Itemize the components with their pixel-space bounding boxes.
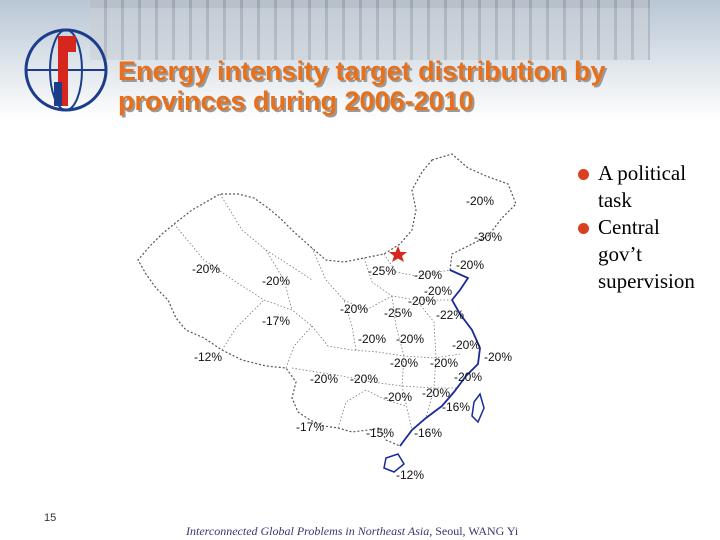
slide-number: 15: [44, 512, 57, 524]
map-label: -20%: [340, 302, 369, 316]
china-map-outline: [137, 153, 517, 473]
bullet-dot-icon: [578, 223, 589, 234]
map-label: -12%: [396, 468, 425, 482]
map-label: -12%: [194, 350, 223, 364]
map-label: -20%: [384, 390, 413, 404]
map-label: -20%: [454, 370, 483, 384]
footer-text: Interconnected Global Problems in Northe…: [186, 524, 518, 539]
bullet-text: Central: [598, 215, 660, 239]
map-label: -20%: [408, 294, 437, 308]
bullet-text: supervision: [598, 269, 695, 293]
bullet-item: A political task: [578, 160, 718, 214]
map-label: -20%: [456, 258, 485, 272]
map-label: -20%: [262, 274, 291, 288]
bullet-text: task: [598, 188, 632, 212]
map-label: -20%: [350, 372, 379, 386]
map-label: -20%: [192, 262, 221, 276]
title-line-2: provinces during 2006-2010: [118, 86, 474, 116]
map-label: -20%: [422, 386, 451, 400]
bullet-list: A political task Central gov’t supervisi…: [578, 160, 718, 295]
map-label: -15%: [366, 426, 395, 440]
map-label: -17%: [296, 420, 325, 434]
map-label: -17%: [262, 314, 291, 328]
header-banner: [0, 0, 720, 120]
map-label: -30%: [474, 230, 503, 244]
map-label: -20%: [430, 356, 459, 370]
footer-italic: Interconnected Global Problems in Northe…: [186, 524, 433, 538]
map-label: -22%: [436, 308, 465, 322]
map-label: -20%: [358, 332, 387, 346]
map-label: -16%: [442, 400, 471, 414]
map-label: -20%: [484, 350, 513, 364]
slide-title: Energy intensity target distribution by …: [118, 56, 606, 116]
map-label: -20%: [466, 194, 495, 208]
map-label: -20%: [452, 338, 481, 352]
institute-logo-icon: [24, 28, 108, 112]
map-label: -20%: [390, 356, 419, 370]
map-label: -20%: [414, 268, 443, 282]
map-label: -20%: [424, 284, 453, 298]
map-label: -20%: [396, 332, 425, 346]
map-label: -25%: [384, 306, 413, 320]
building-photo: [90, 0, 650, 60]
map-label: -20%: [310, 372, 339, 386]
map-label: -25%: [368, 264, 397, 278]
map-label: -16%: [414, 426, 443, 440]
footer-plain: Seoul, WANG Yi: [432, 524, 519, 538]
capital-star-icon: [389, 246, 407, 262]
bullet-dot-icon: [578, 169, 589, 180]
bullet-item: Central gov’t supervision: [578, 214, 718, 295]
bullet-text: A political: [598, 161, 687, 185]
china-map: -20% -30% -20% -20% -25% -20% -20% -20% …: [116, 150, 556, 490]
title-line-1: Energy intensity target distribution by: [118, 56, 606, 86]
bullet-text: gov’t: [598, 242, 642, 266]
